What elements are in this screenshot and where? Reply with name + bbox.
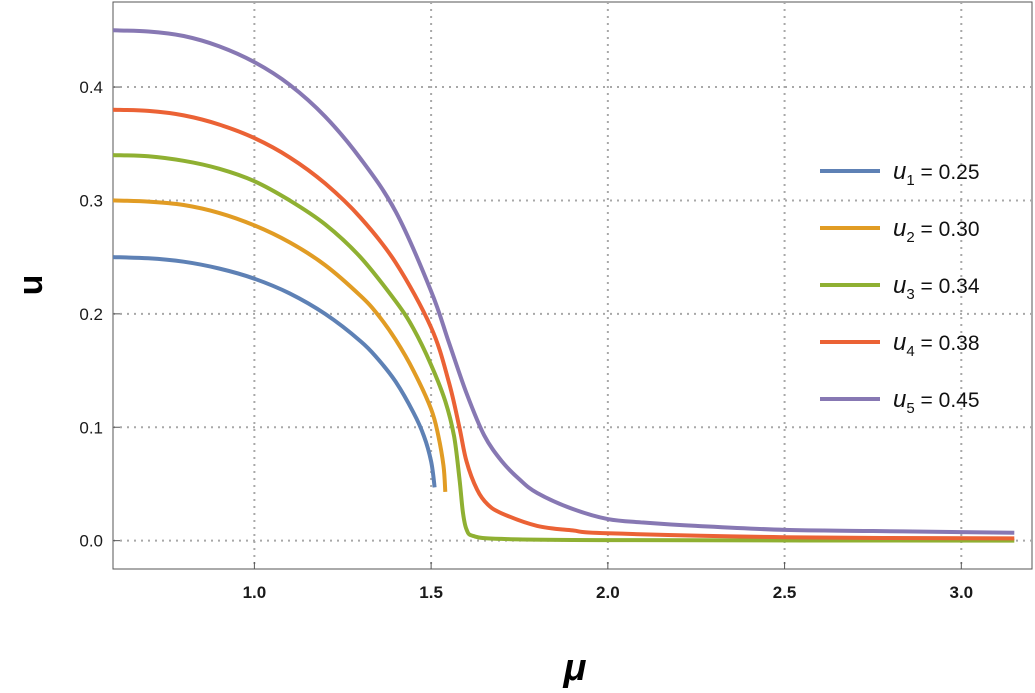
- y-tick-label: 0.0: [79, 532, 103, 551]
- legend-value: = 0.38: [915, 332, 980, 355]
- legend-value: = 0.34: [915, 275, 980, 298]
- legend-label: u4 = 0.38: [893, 329, 980, 360]
- legend-label: u3 = 0.34: [893, 272, 980, 303]
- legend-subscript: 4: [906, 343, 914, 360]
- series-lines: [112, 28, 1015, 543]
- legend-value: = 0.45: [915, 389, 980, 412]
- y-tick-label: 0.4: [79, 78, 103, 97]
- plot-frame: [112, 1, 1033, 570]
- x-tick-label: 2.5: [773, 583, 797, 602]
- legend-symbol: u: [893, 215, 906, 242]
- series-line-u5: [112, 28, 1015, 535]
- legend-label: u2 = 0.30: [893, 215, 980, 246]
- legend-item-u1: u1 = 0.25: [820, 158, 980, 189]
- legend-item-u2: u2 = 0.30: [820, 215, 980, 246]
- y-tick-label: 0.1: [79, 418, 103, 437]
- legend-subscript: 2: [906, 229, 914, 246]
- legend-value: = 0.25: [915, 161, 980, 184]
- x-tick-label: 2.0: [596, 583, 620, 602]
- x-tick-label: 1.5: [419, 583, 443, 602]
- series-line-u1: [112, 255, 437, 488]
- x-tick-label: 1.0: [243, 583, 267, 602]
- series-line-u2: [112, 198, 448, 493]
- y-tick-label: 0.3: [79, 191, 103, 210]
- series-line-u4: [112, 107, 1015, 541]
- legend-item-u5: u5 = 0.45: [820, 386, 980, 417]
- y-tick-label: 0.2: [79, 305, 103, 324]
- legend-symbol: u: [893, 158, 906, 185]
- x-axis-title: μ: [563, 647, 587, 689]
- legend-subscript: 5: [906, 400, 914, 417]
- legend-item-u4: u4 = 0.38: [820, 329, 980, 360]
- y-axis-title: u: [12, 275, 50, 296]
- legend-subscript: 3: [906, 286, 914, 303]
- legend-symbol: u: [893, 329, 906, 356]
- legend-symbol: u: [893, 272, 906, 299]
- legend-subscript: 1: [906, 172, 914, 189]
- legend-value: = 0.30: [915, 218, 980, 241]
- legend-item-u3: u3 = 0.34: [820, 272, 980, 303]
- x-tick-label: 3.0: [949, 583, 973, 602]
- legend-symbol: u: [893, 386, 906, 413]
- legend-label: u5 = 0.45: [893, 386, 980, 417]
- series-line-u3: [112, 153, 1015, 543]
- legend-label: u1 = 0.25: [893, 158, 980, 189]
